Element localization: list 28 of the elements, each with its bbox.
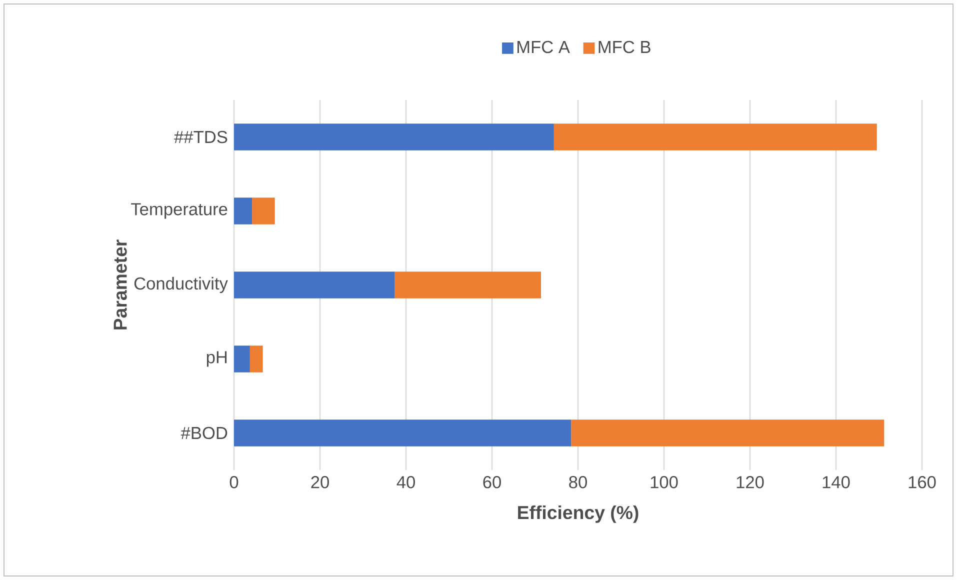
x-tick-label: 20 [311, 476, 329, 488]
legend-label: MFC B [598, 40, 650, 54]
x-tick-label: 160 [908, 476, 936, 488]
bar [394, 272, 542, 298]
bar [234, 420, 572, 446]
y-tick-label: ##TDS [174, 130, 228, 144]
x-tick-label: 60 [483, 476, 501, 488]
legend-label: MFC A [518, 40, 570, 54]
bar [234, 124, 554, 150]
bar [554, 124, 877, 150]
x-tick-label: 40 [396, 476, 415, 488]
x-axis-title: Efficiency (%) [518, 505, 638, 523]
x-tick-label: 140 [822, 476, 850, 488]
x-tick-label: 100 [650, 476, 678, 488]
bar [234, 346, 250, 372]
x-tick-label: 0 [230, 476, 238, 488]
x-tick-label: 80 [569, 476, 587, 488]
bar [252, 198, 275, 224]
bar [250, 346, 263, 372]
y-tick-label: Conductivity [134, 276, 228, 294]
y-axis-title: Parameter [114, 240, 127, 330]
y-tick-label: Temperature [131, 203, 228, 219]
bar [234, 198, 252, 224]
bar [234, 272, 395, 298]
y-tick-label: #BOD [180, 426, 228, 440]
x-tick-label: 120 [736, 476, 764, 488]
y-tick-label: pH [206, 351, 227, 367]
bar [571, 420, 884, 446]
